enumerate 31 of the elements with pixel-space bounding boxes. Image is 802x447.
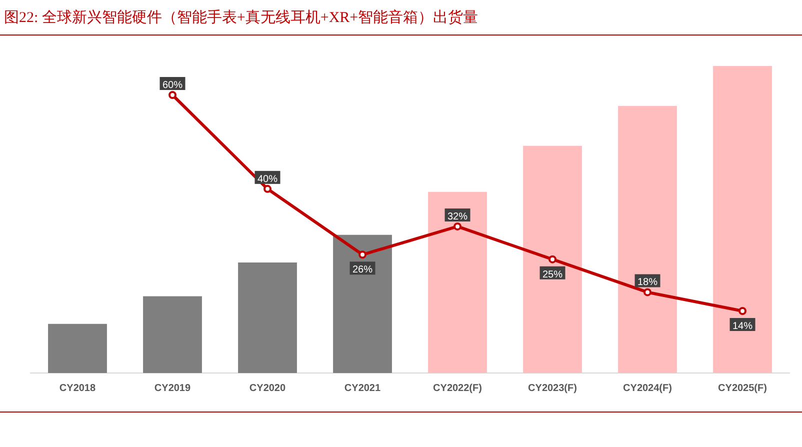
bar [618, 106, 677, 373]
point [644, 288, 652, 296]
point [738, 307, 746, 315]
data-label: 40% [257, 174, 278, 185]
point [548, 255, 556, 264]
chart-title: 图22: 全球新兴智能硬件（智能手表+真无线耳机+XR+智能音箱）出货量 [4, 9, 478, 26]
x-tick-label: CY2025(F) [718, 383, 767, 394]
x-tick-label: CY2021 [344, 383, 382, 394]
point [168, 91, 176, 99]
data-label: 60% [162, 80, 183, 91]
x-tick-label: CY2023(F) [528, 383, 577, 394]
bar [523, 146, 582, 373]
x-tick-label: CY2019 [154, 383, 192, 394]
bar [333, 234, 392, 373]
x-tick-label: CY2024(F) [623, 383, 672, 394]
data-label: 25% [542, 269, 563, 280]
x-tick-label: CY2020 [249, 383, 286, 394]
data-label: 18% [637, 277, 658, 288]
data-label: 14% [732, 321, 753, 332]
bar [48, 324, 107, 373]
bar [428, 192, 487, 373]
data-label: 26% [352, 264, 373, 276]
x-tick-label: CY2022(F) [433, 383, 482, 394]
bar [713, 66, 772, 373]
point [264, 184, 272, 193]
bar [143, 296, 202, 373]
x-tick-label: CY2018 [59, 383, 96, 394]
data-label: 32% [447, 211, 468, 222]
bar [238, 262, 297, 373]
point [358, 250, 366, 259]
point [454, 222, 462, 230]
